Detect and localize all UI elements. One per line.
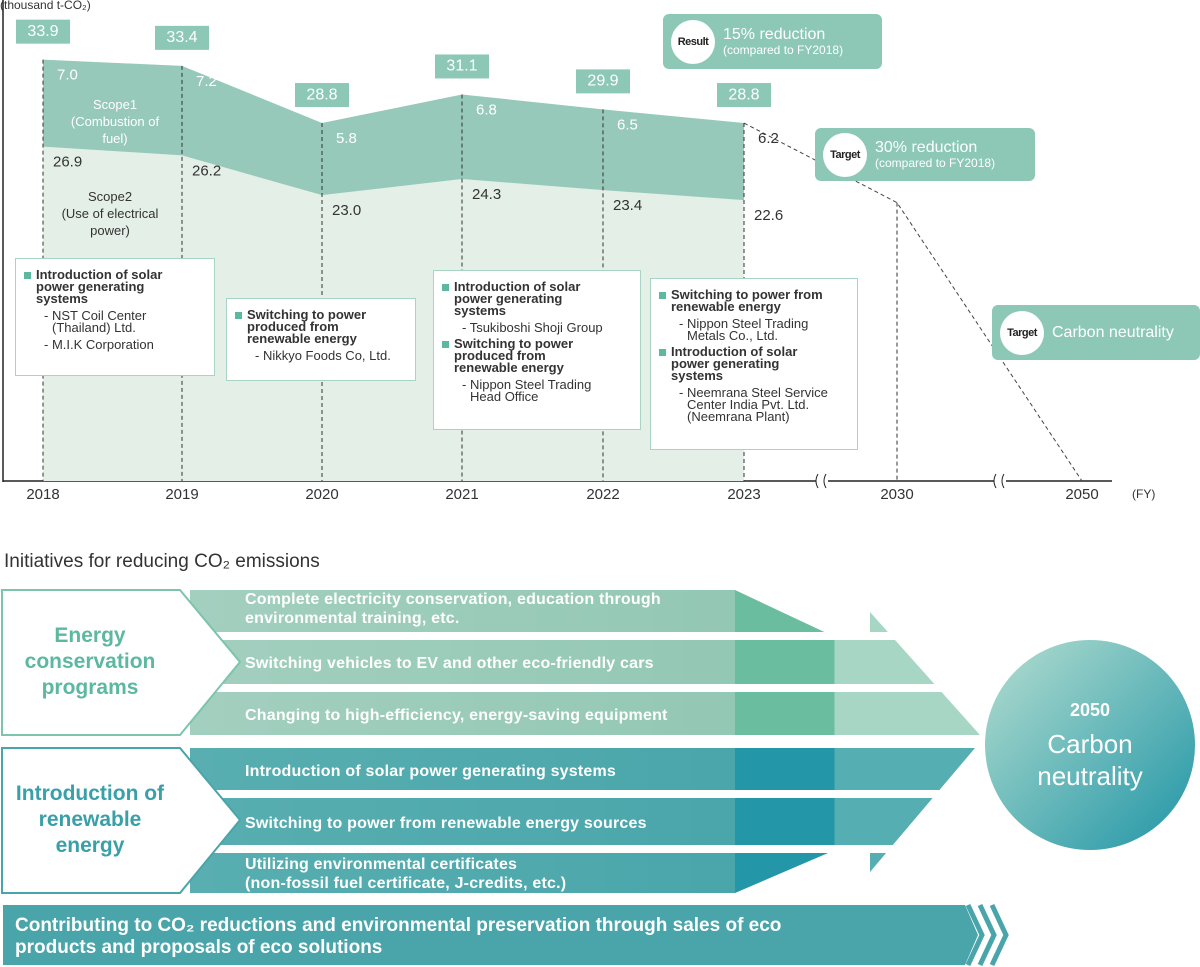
value-label: 22.6 xyxy=(754,207,783,224)
annotation: Target 30% reduction (compared to FY2018) xyxy=(815,128,1035,181)
annotation: Target Carbon neutrality xyxy=(992,305,1200,360)
box-entry: - NST Coil Center (Thailand) Ltd. xyxy=(44,308,147,335)
annotation-title: 30% reduction xyxy=(875,139,978,156)
axis-break xyxy=(815,473,1005,489)
box-entry: - Tsukiboshi Shoji Group xyxy=(462,320,603,335)
initiative-box: Introduction of solar power generating s… xyxy=(15,258,215,376)
group-label: Energy conservation programs xyxy=(24,624,156,699)
total-box xyxy=(155,25,209,50)
goal-label: Carbon neutrality xyxy=(1037,729,1143,791)
footer-text: Contributing to CO₂ reductions and envir… xyxy=(15,915,782,958)
section-title: Initiatives for reducing CO₂ emissions xyxy=(4,551,320,572)
annotation-text: 15% reduction (compared to FY2018) xyxy=(723,26,843,57)
target-line xyxy=(743,122,1083,482)
gap xyxy=(180,790,990,798)
area-scope1 xyxy=(43,59,744,201)
x-tick-label: 2050 xyxy=(1065,486,1098,503)
x-tick-label: 2022 xyxy=(586,486,619,503)
total-label: 33.4 xyxy=(166,29,197,46)
initiative-item: Complete electricity conservation, educa… xyxy=(245,591,661,627)
value-label: 23.4 xyxy=(613,197,642,214)
box-entry: - Nippon Steel Trading Head Office xyxy=(462,377,592,404)
value-label: 5.8 xyxy=(336,130,357,147)
box-heading: Introduction of solar power generating s… xyxy=(24,268,206,305)
annotation-note: (compared to FY2018) xyxy=(875,156,996,170)
value-label: 6.8 xyxy=(476,101,497,118)
total-label: 31.1 xyxy=(446,58,477,75)
total-label: 28.8 xyxy=(728,86,759,103)
total-box xyxy=(576,69,630,94)
total-label: 29.9 xyxy=(587,73,618,90)
group-label: Introduction of renewable energy xyxy=(15,782,165,857)
value-label: 26.9 xyxy=(53,154,82,171)
box-heading: Switching to power from renewable energy xyxy=(659,288,849,313)
x-tick-label: 2023 xyxy=(727,486,760,503)
total-box xyxy=(435,54,489,79)
total-label: 28.8 xyxy=(306,86,337,103)
initiative-item: Changing to high-efficiency, energy-savi… xyxy=(245,706,668,724)
goal-year: 2050 xyxy=(1070,700,1110,720)
box-entry: - Nikkyo Foods Co, Ltd. xyxy=(255,348,391,363)
gap xyxy=(180,845,990,853)
initiative-item: Switching vehicles to EV and other eco-f… xyxy=(245,654,654,672)
group-panel xyxy=(1,589,242,736)
x-tick-label: 2021 xyxy=(445,486,478,503)
series-description: (Combustion of fuel) xyxy=(70,114,160,146)
group-panel xyxy=(1,747,242,894)
box-heading: Introduction of solar power generating s… xyxy=(442,280,632,317)
group-arrow xyxy=(190,748,975,893)
series-name: Scope1 xyxy=(92,97,138,112)
box-entry: - M.I.K Corporation xyxy=(44,337,154,352)
initiative-item: Introduction of solar power generating s… xyxy=(245,762,617,780)
x-unit: (FY) xyxy=(1132,487,1155,501)
value-label: 23.0 xyxy=(332,202,361,219)
series-description: (Use of electrical power) xyxy=(61,206,159,238)
footer-arrow xyxy=(3,905,978,965)
total-box xyxy=(717,83,771,108)
unit-label: (thousand t-CO₂) xyxy=(0,0,91,12)
x-tick-label: 2019 xyxy=(165,486,198,503)
value-label: 6.2 xyxy=(758,130,779,147)
initiative-item: Switching to power from renewable energy… xyxy=(245,814,647,832)
gap xyxy=(180,684,990,692)
box-heading: Introduction of solar power generating s… xyxy=(659,345,849,382)
series-label: Scope2 (Use of electrical power) xyxy=(35,188,185,239)
x-tick-label: 2020 xyxy=(305,486,338,503)
box-entry: - Neemrana Steel Service Center India Pv… xyxy=(679,385,828,424)
x-tick-label: 2018 xyxy=(26,486,59,503)
total-box xyxy=(295,83,349,108)
series-label: Scope1 (Combustion of fuel) xyxy=(40,96,190,147)
initiative-item: Utilizing environmental certificates (no… xyxy=(245,856,567,892)
annotation-note: (compared to FY2018) xyxy=(723,43,844,57)
initiative-box: Introduction of solar power generating s… xyxy=(433,270,641,430)
chevrons xyxy=(965,903,1009,967)
annotation-badge: Target xyxy=(823,132,867,177)
annotation-badge: Target xyxy=(1000,310,1044,355)
goal-circle xyxy=(985,640,1195,850)
annotation-text: 30% reduction (compared to FY2018) xyxy=(875,139,995,170)
box-entry: - Nippon Steel Trading Metals Co., Ltd. xyxy=(679,316,809,343)
value-label: 24.3 xyxy=(472,186,501,203)
annotation-badge: Result xyxy=(671,19,715,64)
annotation-title: 15% reduction xyxy=(723,26,826,43)
value-label: 7.0 xyxy=(57,67,78,84)
annotation: Result 15% reduction (compared to FY2018) xyxy=(663,14,882,69)
gap xyxy=(180,632,990,640)
value-label: 7.2 xyxy=(196,73,217,90)
total-label: 33.9 xyxy=(27,23,58,40)
initiative-box: Switching to power produced from renewab… xyxy=(226,298,416,381)
box-heading: Switching to power produced from renewab… xyxy=(442,337,632,374)
annotation-title: Carbon neutrality xyxy=(1052,324,1174,341)
box-heading: Switching to power produced from renewab… xyxy=(235,308,407,345)
total-box xyxy=(16,19,70,44)
initiative-box: Switching to power from renewable energy… xyxy=(650,278,858,450)
x-tick-label: 2030 xyxy=(880,486,913,503)
annotation-text: Carbon neutrality xyxy=(1052,324,1174,341)
value-label: 26.2 xyxy=(192,162,221,179)
group-arrow xyxy=(190,590,980,735)
series-name: Scope2 xyxy=(87,189,133,204)
value-label: 6.5 xyxy=(617,116,638,133)
